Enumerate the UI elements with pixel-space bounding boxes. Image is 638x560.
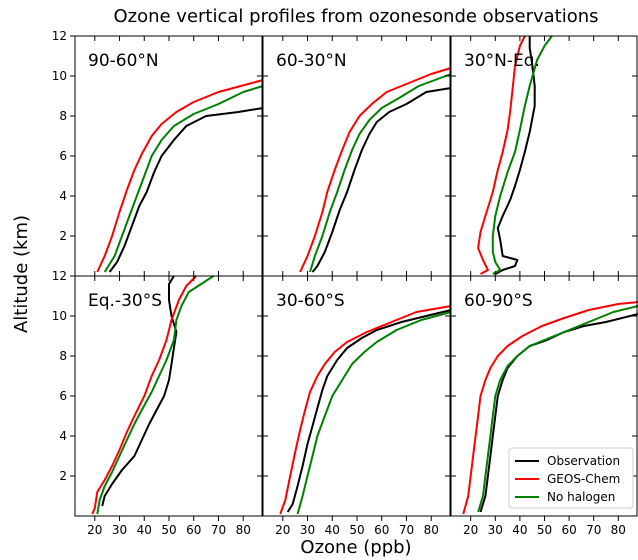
x-tick-label: 20 xyxy=(87,523,102,537)
x-tick-label: 40 xyxy=(325,523,340,537)
x-tick-label: 30 xyxy=(300,523,315,537)
legend-label: Observation xyxy=(547,454,620,468)
y-tick-label: 2 xyxy=(59,469,67,483)
y-tick-label: 4 xyxy=(59,189,67,203)
legend: Observation GEOS-Chem No halogen xyxy=(508,447,634,509)
x-tick-label: 50 xyxy=(537,523,552,537)
figure-title: Ozone vertical profiles from ozonesonde … xyxy=(113,6,598,27)
y-tick-label: 4 xyxy=(59,429,67,443)
x-tick-label: 80 xyxy=(236,523,251,537)
y-tick-label: 12 xyxy=(52,29,67,43)
panel-frame xyxy=(262,35,451,277)
y-axis-label: Altitude (km) xyxy=(11,215,32,333)
x-tick-label: 70 xyxy=(211,523,226,537)
panel-label: 90-60°N xyxy=(88,51,159,71)
legend-label: No halogen xyxy=(547,490,615,504)
x-tick-label: 50 xyxy=(349,523,364,537)
panel-30-60-s: 30-60°S 20 30 40 50 60 70 80 xyxy=(262,275,452,537)
panel-frame xyxy=(74,35,263,277)
series-line-no-halogen xyxy=(96,275,215,515)
series-line-observation xyxy=(311,87,452,273)
legend-label: GEOS-Chem xyxy=(547,472,620,486)
x-tick-label: 80 xyxy=(611,523,626,537)
x-tick-label: 50 xyxy=(161,523,176,537)
y-tick-label: 6 xyxy=(59,149,67,163)
series-line-geos-chem xyxy=(96,79,264,273)
x-tick-label: 70 xyxy=(586,523,601,537)
series-line-observation xyxy=(494,36,536,275)
panel-label: 60-30°N xyxy=(276,51,347,71)
panel-label: 30°N-Eq. xyxy=(464,51,540,71)
x-tick-label: 40 xyxy=(137,523,152,537)
panel-label: Eq.-30°S xyxy=(88,291,162,311)
series-line-no-halogen xyxy=(309,73,452,273)
y-tick-label: 10 xyxy=(52,69,67,83)
series-line-geos-chem xyxy=(462,301,638,515)
x-tick-label: 60 xyxy=(186,523,201,537)
panel-grid: 90-60°N 2 4 6 8 10 12 60-30°N 30°N-Eq. Eq.-30°S 2 4… xyxy=(52,29,638,537)
panel-30-n-eq: 30°N-Eq. xyxy=(450,35,638,277)
x-tick-label: 20 xyxy=(275,523,290,537)
x-axis-label: Ozone (ppb) xyxy=(300,537,411,558)
series-line-geos-chem xyxy=(299,67,452,273)
y-tick-label: 10 xyxy=(52,309,67,323)
series-line-observation xyxy=(101,275,178,507)
legend-box xyxy=(508,447,634,509)
y-tick-label: 2 xyxy=(59,229,67,243)
x-tick-label: 20 xyxy=(463,523,478,537)
y-tick-label: 8 xyxy=(59,349,67,363)
y-tick-label: 12 xyxy=(52,269,67,283)
panel-60-30-n: 60-30°N xyxy=(262,35,452,277)
x-tick-label: 70 xyxy=(399,523,414,537)
series-line-no-halogen xyxy=(296,311,452,515)
series-line-no-halogen xyxy=(491,35,553,275)
panel-label: 30-60°S xyxy=(276,291,345,311)
series-line-no-halogen xyxy=(477,305,638,513)
panel-frame xyxy=(74,275,263,517)
y-tick-label: 8 xyxy=(59,109,67,123)
x-tick-label: 80 xyxy=(424,523,439,537)
panel-90-60-n: 90-60°N 2 4 6 8 10 12 xyxy=(52,29,264,277)
panel-eq-30-s: Eq.-30°S 2 4 6 8 10 12 20 30 40 50 60 70 80 xyxy=(52,269,263,537)
series-line-observation xyxy=(108,107,264,273)
series-line-no-halogen xyxy=(103,85,264,273)
x-tick-label: 40 xyxy=(512,523,527,537)
x-tick-label: 30 xyxy=(488,523,503,537)
series-line-observation xyxy=(286,309,452,513)
panel-60-90-s: 60-90°S 20 30 40 50 60 70 80 xyxy=(450,275,638,537)
series-line-geos-chem xyxy=(477,35,526,275)
y-tick-label: 6 xyxy=(59,389,67,403)
panel-label: 60-90°S xyxy=(464,291,533,311)
series-line-geos-chem xyxy=(91,275,197,515)
x-tick-label: 60 xyxy=(374,523,389,537)
series-line-geos-chem xyxy=(279,305,452,515)
x-tick-label: 30 xyxy=(112,523,127,537)
x-tick-label: 60 xyxy=(561,523,576,537)
